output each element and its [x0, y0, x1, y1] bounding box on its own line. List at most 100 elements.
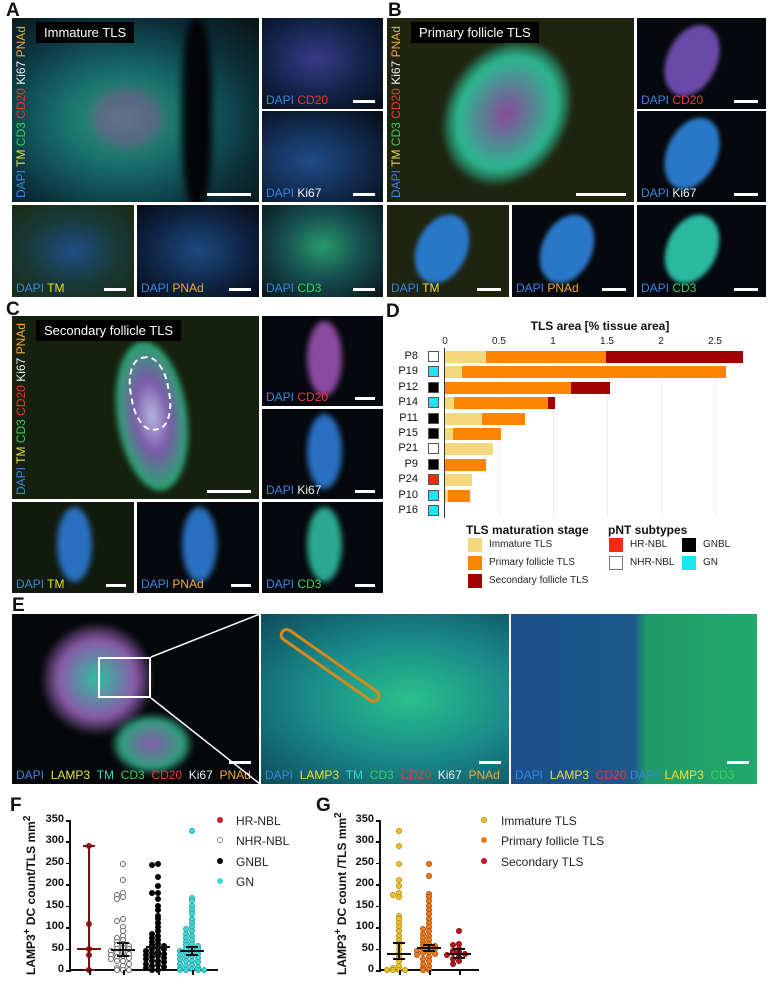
data-point	[155, 907, 161, 913]
panel-a-pnad-image: DAPI PNAd	[137, 205, 259, 297]
legend-label: Primary follicle TLS	[501, 834, 605, 848]
scale-bar	[479, 761, 501, 764]
y-tick: 150	[45, 898, 64, 911]
scale-bar	[229, 288, 251, 291]
panel-e-zoom-image: DAPI LAMP3 TM CD3 CD20 Ki67 PNAd	[261, 614, 509, 784]
legend-dot-secondary	[481, 858, 487, 864]
panel-b-ki67-image: DAPI Ki67	[637, 111, 766, 202]
y-tick: 350	[45, 813, 64, 825]
scale-bar	[106, 584, 126, 587]
panel-c-cd20-label: DAPI CD20	[266, 390, 329, 404]
data-point	[114, 958, 120, 965]
panel-b-cd20-image: DAPI CD20	[637, 18, 766, 109]
panel-letter-g: G	[316, 795, 331, 816]
panel-c-main-image: Secondary follicle TLS DAPI TM CD3 CD20 …	[12, 316, 259, 499]
data-point	[120, 894, 126, 901]
data-point	[414, 952, 420, 958]
data-point	[114, 917, 120, 924]
panel-e-lamp3-labels: DAPI LAMP3 CD20 DAPI LAMP3 CD3	[515, 768, 735, 782]
panel-b-tm-image: DAPI TM	[387, 205, 509, 297]
panel-e-lamp3-image: DAPI LAMP3 CD20 DAPI LAMP3 CD3	[511, 614, 757, 784]
panel-letter-b: B	[388, 0, 402, 21]
y-tick: 100	[45, 920, 64, 933]
panel-e-overview-image: DAPI LAMP3 TM CD3 CD20 Ki67 PNAd	[12, 614, 259, 784]
data-point	[155, 861, 161, 868]
panel-b-pnad-label: DAPI PNAd	[516, 281, 579, 295]
y-tick: 200	[45, 877, 64, 890]
panel-c-ki67-label: DAPI Ki67	[266, 483, 322, 497]
y-tick: 50	[361, 941, 374, 954]
y-tick: 150	[355, 898, 374, 911]
y-tick: 250	[45, 855, 64, 868]
data-point	[114, 896, 120, 903]
data-point	[450, 960, 456, 967]
panel-a-tm-label: DAPI TM	[16, 281, 65, 295]
data-point	[149, 967, 155, 973]
vessel	[276, 625, 384, 706]
scale-bar	[207, 193, 251, 196]
scale-bar	[734, 288, 758, 291]
panel-a-main-image: Immature TLS DAPI TM CD3 CD20 Ki67 PNAd	[12, 18, 259, 202]
y-tick: 0	[57, 963, 64, 975]
y-tick: 50	[51, 941, 64, 954]
data-point	[195, 967, 201, 973]
panel-c-pnad-label: DAPI PNAd	[141, 577, 204, 591]
y-tick: 0	[367, 963, 374, 975]
legend-label: GNBL	[236, 855, 269, 869]
f-y-axis	[69, 820, 71, 971]
data-point	[126, 960, 132, 967]
data-point	[426, 872, 432, 879]
scale-bar	[353, 193, 375, 196]
data-point	[396, 883, 402, 890]
panel-letter-d: D	[386, 301, 400, 322]
panel-c-ki67-image: DAPI Ki67	[262, 409, 383, 499]
data-point	[120, 860, 126, 867]
data-point	[155, 896, 161, 903]
data-point	[155, 883, 161, 890]
y-tick: 350	[355, 813, 374, 825]
data-point	[126, 967, 132, 973]
scale-bar	[355, 490, 375, 493]
scale-bar	[231, 584, 251, 587]
scale-bar	[353, 100, 375, 103]
scale-bar	[353, 288, 375, 291]
data-point	[189, 827, 195, 834]
scale-bar	[207, 490, 251, 493]
y-tick: 300	[45, 834, 64, 847]
scale-bar	[727, 761, 749, 764]
data-point	[155, 889, 161, 896]
scale-bar	[576, 193, 626, 196]
panel-a-ki67-label: DAPI Ki67	[266, 186, 322, 200]
data-point	[149, 862, 155, 868]
panel-a-title: Immature TLS	[36, 22, 135, 43]
scale-bar	[104, 288, 126, 291]
data-point	[396, 827, 402, 834]
panel-letter-c: C	[6, 299, 20, 320]
data-point	[432, 950, 438, 957]
panel-letter-a: A	[6, 0, 20, 21]
data-point	[108, 956, 114, 963]
data-point	[396, 842, 402, 849]
panel-c-cd20-image: DAPI CD20	[262, 316, 383, 406]
panel-c-title: Secondary follicle TLS	[36, 320, 182, 341]
panel-a-cd20-label: DAPI CD20	[266, 93, 329, 107]
panel-b-cd20-label: DAPI CD20	[641, 93, 704, 107]
data-point	[120, 877, 126, 883]
legend-label: HR-NBL	[236, 814, 281, 828]
zoom-region-box	[98, 657, 151, 698]
panel-b-cd3-image: DAPI CD3	[637, 205, 766, 297]
legend-label: GN	[236, 875, 254, 889]
panel-c-pnad-image: DAPI PNAd	[137, 502, 259, 593]
y-tick: 250	[355, 855, 374, 868]
legend-label: Immature TLS	[501, 814, 577, 828]
legend-dot-primary	[481, 837, 487, 843]
panel-c-cd3-image: DAPI CD3	[262, 502, 383, 593]
data-point	[396, 860, 402, 867]
data-point	[384, 967, 390, 973]
legend-dot-nhr-nbl	[217, 837, 223, 843]
data-point	[456, 928, 462, 935]
data-point	[149, 889, 155, 896]
panel-e-zoom-labels: DAPI LAMP3 TM CD3 CD20 Ki67 PNAd	[265, 768, 500, 782]
panel-b-main-image: Primary follicle TLS DAPI TM CD3 CD20 Ki…	[387, 18, 634, 202]
